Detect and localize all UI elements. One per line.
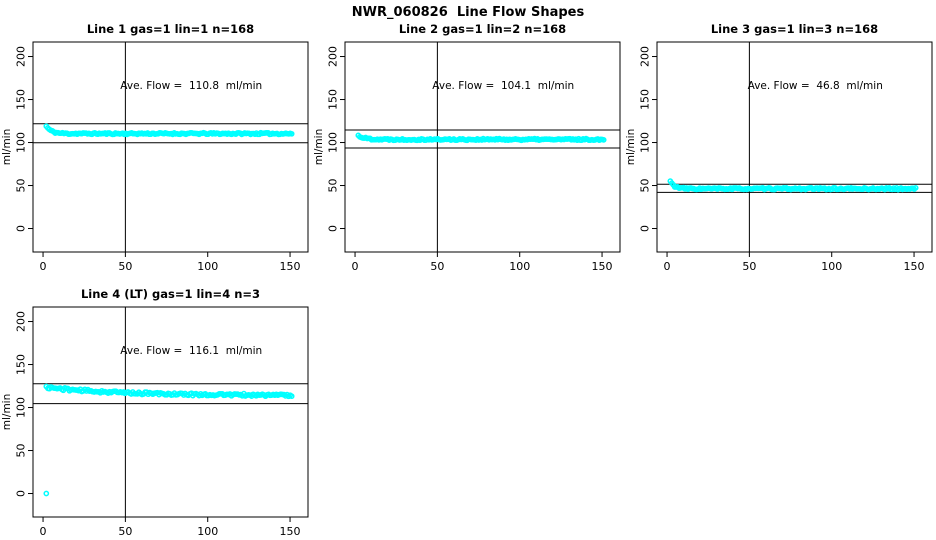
- y-tick-label: 50: [327, 179, 340, 193]
- outlier-point: [43, 490, 50, 497]
- y-tick-label: 200: [15, 311, 28, 332]
- flow-panel: Line 1 gas=1 lin=1 n=168 0 50 100 150 0 50 100 1…: [1, 22, 309, 273]
- y-tick-label: 0: [639, 225, 652, 232]
- x-tick-label: 150: [280, 525, 301, 538]
- y-tick-label: 200: [327, 46, 340, 67]
- x-tick-label: 50: [430, 260, 444, 273]
- panel-title: Line 1 gas=1 lin=1 n=168: [87, 22, 254, 36]
- ave-flow-annotation: Ave. Flow = 104.1 ml/min: [432, 80, 574, 92]
- plot-box: [344, 41, 621, 253]
- x-tick-label: 100: [509, 260, 530, 273]
- panel-title: Line 4 (LT) gas=1 lin=4 n=3: [81, 287, 260, 301]
- x-tick-label: 150: [592, 260, 613, 273]
- y-tick-label: 100: [639, 132, 652, 153]
- y-tick-label: 0: [15, 490, 28, 497]
- y-tick-label: 200: [15, 46, 28, 67]
- y-tick-label: 150: [327, 89, 340, 110]
- panel-title: Line 2 gas=1 lin=2 n=168: [399, 22, 566, 36]
- y-tick-label: 200: [639, 46, 652, 67]
- x-tick-label: 150: [904, 260, 925, 273]
- y-tick-label: 0: [327, 225, 340, 232]
- plot-box: [32, 306, 309, 518]
- y-tick-label: 0: [15, 225, 28, 232]
- y-axis-title: ml/min: [313, 129, 325, 165]
- y-axis-title: ml/min: [1, 129, 13, 165]
- y-tick-label: 50: [15, 444, 28, 458]
- data-point: [288, 130, 295, 137]
- y-axis-title: ml/min: [1, 394, 13, 430]
- x-tick-label: 100: [197, 260, 218, 273]
- data-point: [600, 137, 607, 143]
- ave-flow-annotation: Ave. Flow = 46.8 ml/min: [748, 80, 883, 92]
- x-tick-label: 100: [821, 260, 842, 273]
- data-points: [355, 132, 607, 144]
- data-points: [667, 178, 919, 193]
- x-tick-label: 0: [352, 260, 359, 273]
- flow-panel: Line 2 gas=1 lin=2 n=168 0 50 100 150 0 50 100 1…: [313, 22, 621, 273]
- data-points: [43, 123, 295, 138]
- plot-box: [32, 41, 309, 253]
- y-tick-label: 150: [639, 89, 652, 110]
- figure-title: NWR_060826 Line Flow Shapes: [352, 5, 585, 20]
- y-tick-label: 100: [15, 397, 28, 418]
- x-tick-label: 0: [40, 260, 47, 273]
- y-tick-label: 150: [15, 354, 28, 375]
- x-tick-label: 50: [118, 260, 132, 273]
- flow-panel: Line 4 (LT) gas=1 lin=4 n=3 0 50 100 150 0 50 1…: [1, 287, 309, 538]
- y-tick-label: 100: [327, 132, 340, 153]
- x-tick-label: 50: [118, 525, 132, 538]
- x-tick-label: 50: [742, 260, 756, 273]
- y-tick-label: 50: [639, 179, 652, 193]
- x-tick-label: 0: [40, 525, 47, 538]
- ave-flow-annotation: Ave. Flow = 110.8 ml/min: [120, 80, 262, 92]
- plot-box: [656, 41, 933, 253]
- y-tick-label: 50: [15, 179, 28, 193]
- panel-title: Line 3 gas=1 lin=3 n=168: [711, 22, 878, 36]
- x-tick-label: 100: [197, 525, 218, 538]
- x-tick-label: 150: [280, 260, 301, 273]
- x-tick-label: 0: [664, 260, 671, 273]
- y-axis-title: ml/min: [625, 129, 637, 165]
- flow-panel: Line 3 gas=1 lin=3 n=168 0 50 100 150 0 50 100 1…: [625, 22, 933, 273]
- y-tick-label: 100: [15, 132, 28, 153]
- ave-flow-annotation: Ave. Flow = 116.1 ml/min: [120, 345, 262, 357]
- y-tick-label: 150: [15, 89, 28, 110]
- data-points: [43, 383, 295, 497]
- data-point: [288, 393, 295, 400]
- data-point: [912, 185, 919, 191]
